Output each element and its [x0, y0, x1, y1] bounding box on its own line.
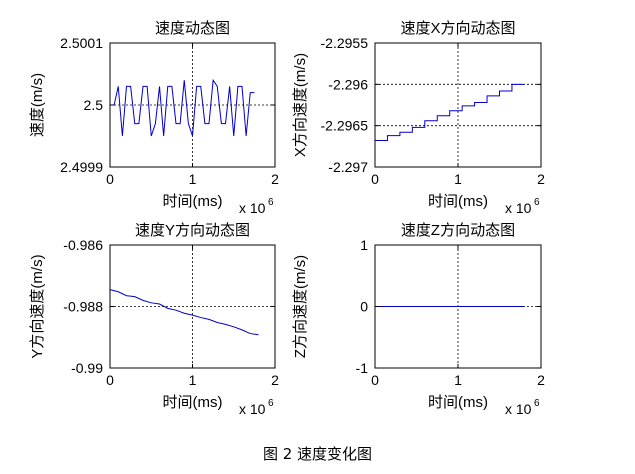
y-tick-label: -2.2955 [321, 35, 369, 51]
x-tick-label: 0 [106, 372, 114, 388]
x-exponent-label: x 10 [505, 401, 532, 417]
x-tick-label: 2 [537, 171, 545, 187]
x-axis-label: 时间(ms) [428, 394, 488, 411]
y-tick-label: -2.296 [328, 76, 368, 92]
chart-panel-2: 0 1 2 -2.297 -2.2965 -2.296 -2.2955 速度X方向动态图时间(… [292, 20, 545, 216]
chart-title: 速度Z方向动态图 [401, 222, 515, 239]
y-axis-label: 速度(m/s) [29, 73, 46, 137]
y-tick-label: -0.988 [63, 299, 103, 315]
x-tick-label: 2 [537, 372, 545, 388]
y-axis-label: Z方向速度(m/s) [292, 255, 309, 358]
chart-title: 速度X方向动态图 [400, 20, 515, 37]
y-axis-label: X方向速度(m/s) [292, 53, 309, 157]
x-axis-label: 时间(ms) [163, 394, 223, 411]
x-tick-label: 1 [189, 171, 197, 187]
x-exponent-power: 6 [534, 398, 540, 409]
x-axis-label: 时间(ms) [163, 193, 223, 210]
y-tick-label: 2.5001 [60, 35, 103, 51]
x-exponent-label: x 10 [239, 200, 266, 216]
x-exponent-label: x 10 [505, 200, 532, 216]
series-line [375, 83, 525, 142]
figure-caption: 图 2 速度变化图 [262, 445, 373, 463]
y-tick-label: -2.2965 [321, 118, 369, 134]
y-tick-label: 2.5 [84, 97, 104, 113]
chart-title: 速度Y方向动态图 [135, 222, 250, 239]
x-exponent-label: x 10 [239, 401, 266, 417]
x-exponent-power: 6 [268, 398, 274, 409]
series-line [110, 78, 255, 137]
y-tick-label: -2.297 [328, 159, 368, 175]
x-tick-label: 0 [106, 171, 114, 187]
x-tick-label: 1 [454, 372, 462, 388]
chart-title: 速度动态图 [155, 20, 230, 37]
x-axis-label: 时间(ms) [428, 193, 488, 210]
series-line [109, 289, 259, 336]
x-tick-label: 1 [454, 171, 462, 187]
y-tick-label: 1 [360, 237, 368, 253]
x-exponent-power: 6 [534, 197, 540, 208]
y-tick-label: -0.986 [63, 237, 103, 253]
y-tick-label: 2.4999 [60, 159, 103, 175]
x-tick-label: 0 [371, 171, 379, 187]
x-exponent-power: 6 [268, 197, 274, 208]
x-tick-label: 1 [189, 372, 197, 388]
x-tick-label: 0 [371, 372, 379, 388]
x-tick-label: 2 [271, 372, 279, 388]
y-axis-label: Y方向速度(m/s) [29, 254, 46, 358]
y-tick-label: 0 [360, 299, 368, 315]
y-tick-label: -1 [356, 360, 369, 376]
y-tick-label: -0.99 [71, 360, 103, 376]
x-tick-label: 2 [271, 171, 279, 187]
